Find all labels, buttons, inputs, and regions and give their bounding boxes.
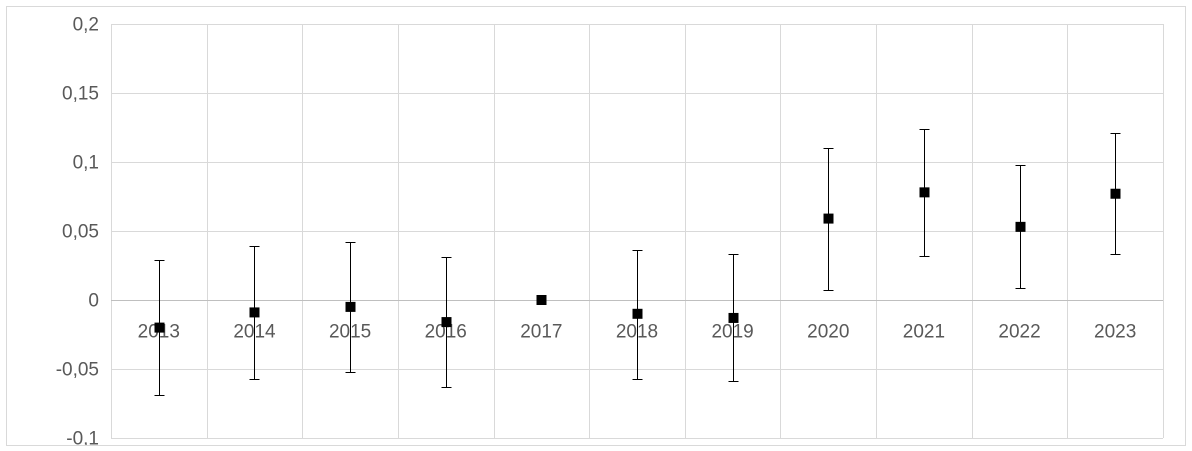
y-tick-label: 0 (88, 291, 99, 312)
y-tick-label: 0,2 (73, 15, 99, 36)
y-tick-label: 0,15 (62, 84, 99, 105)
data-points (154, 187, 1121, 333)
data-point-marker (249, 307, 260, 318)
x-tick-label: 2021 (903, 322, 945, 343)
y-tick-labels: -0,1 -0,05 0 0,05 0,1 0,15 0,2 (56, 15, 99, 446)
data-point-marker (1015, 221, 1026, 232)
y-tick-label: 0,05 (62, 222, 99, 243)
x-tick-labels: 2013201420152016201720182019202020212022… (138, 322, 1137, 343)
grid-layer (111, 24, 1164, 439)
data-point-marker (728, 312, 739, 323)
y-tick-label: -0,1 (66, 429, 99, 446)
data-point-marker (441, 317, 452, 328)
data-point-marker (919, 187, 930, 198)
x-tick-label: 2023 (1094, 322, 1136, 343)
data-point-marker (345, 301, 356, 312)
y-tick-label: -0,05 (56, 360, 99, 381)
x-tick-label: 2020 (807, 322, 849, 343)
data-point-marker (1110, 188, 1121, 199)
data-point-marker (823, 213, 834, 224)
x-tick-label: 2019 (711, 322, 753, 343)
x-tick-label: 2016 (425, 322, 467, 343)
data-point-marker (154, 322, 165, 333)
data-point-marker (632, 308, 643, 319)
y-tick-label: 0,1 (73, 153, 99, 174)
x-tick-label: 2017 (520, 322, 562, 343)
error-bars (154, 129, 1121, 396)
x-tick-label: 2022 (998, 322, 1040, 343)
data-point-marker (536, 295, 547, 305)
